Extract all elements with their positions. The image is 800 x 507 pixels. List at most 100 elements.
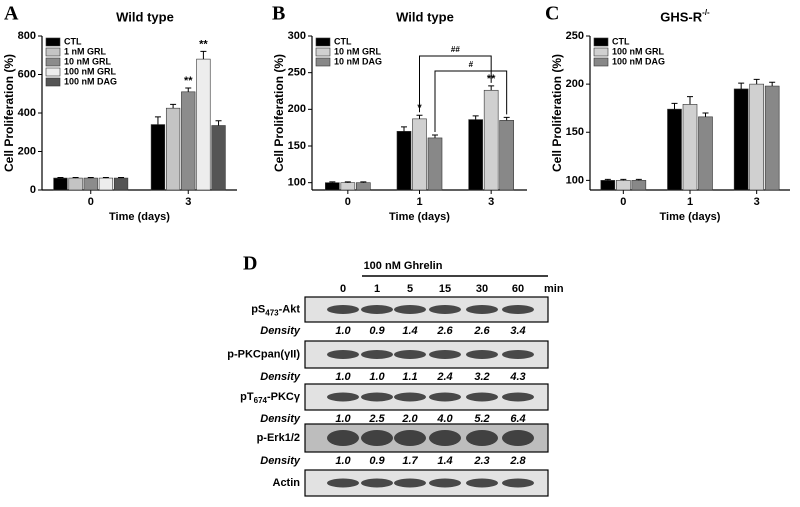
x-tick-label: 0 bbox=[88, 196, 94, 208]
blot-band bbox=[429, 478, 461, 488]
bar bbox=[340, 182, 356, 191]
blot-band bbox=[429, 350, 461, 359]
density-label: Density bbox=[260, 413, 301, 425]
x-tick-label: 3 bbox=[488, 196, 494, 208]
error-bar bbox=[488, 85, 495, 91]
y-tick-label: 250 bbox=[566, 30, 584, 42]
error-bar bbox=[604, 178, 611, 181]
density-value: 1.7 bbox=[402, 455, 418, 467]
density-value: 2.8 bbox=[509, 455, 526, 467]
chart-title: Wild type bbox=[396, 9, 454, 24]
error-bar bbox=[620, 178, 627, 181]
bar bbox=[733, 88, 749, 191]
blot-band bbox=[394, 350, 426, 359]
y-axis-label: Cell Proliferation (%) bbox=[2, 54, 16, 172]
density-value: 3.4 bbox=[510, 325, 525, 337]
x-axis-label: Time (days) bbox=[109, 211, 170, 223]
row-label: pS473-Akt bbox=[251, 303, 300, 317]
bar bbox=[427, 137, 443, 191]
x-tick-label: 0 bbox=[345, 196, 351, 208]
blot-band bbox=[394, 305, 426, 314]
title-superscript: -/- bbox=[702, 8, 710, 17]
bar bbox=[631, 180, 647, 191]
density-label: Density bbox=[260, 325, 301, 337]
error-bar bbox=[215, 120, 222, 126]
blot-band bbox=[429, 305, 461, 314]
bar bbox=[682, 104, 698, 191]
density-value: 1.4 bbox=[402, 325, 417, 337]
legend-label: 1 nM GRL bbox=[64, 46, 107, 56]
density-value: 2.6 bbox=[436, 325, 453, 337]
density-value: 2.6 bbox=[473, 325, 490, 337]
blot-band bbox=[327, 350, 359, 359]
blot-band bbox=[327, 392, 359, 402]
error-bar bbox=[401, 126, 407, 132]
bar bbox=[600, 180, 616, 191]
blot-band bbox=[394, 392, 426, 402]
bar bbox=[83, 177, 98, 191]
y-tick-label: 600 bbox=[18, 68, 36, 80]
blot-band bbox=[361, 478, 393, 488]
legend-label: 100 nM GRL bbox=[64, 66, 117, 76]
blot-band bbox=[429, 392, 461, 402]
y-tick-label: 100 bbox=[288, 177, 306, 189]
bar bbox=[667, 108, 682, 191]
blot-band bbox=[394, 478, 426, 488]
bar bbox=[749, 83, 764, 191]
error-bar bbox=[57, 176, 64, 179]
legend-swatch bbox=[593, 57, 609, 67]
legend-label: 100 nM DAG bbox=[612, 56, 665, 66]
density-value: 1.4 bbox=[437, 455, 452, 467]
y-tick-label: 200 bbox=[566, 78, 584, 90]
blot-band bbox=[502, 430, 534, 446]
error-bar bbox=[154, 116, 161, 125]
error-bar bbox=[200, 50, 207, 60]
bar bbox=[165, 107, 181, 191]
density-value: 0.9 bbox=[369, 455, 385, 467]
blot-band bbox=[466, 392, 498, 402]
bar bbox=[113, 177, 129, 191]
legend-swatch bbox=[593, 47, 609, 57]
bar bbox=[764, 85, 780, 191]
y-tick-label: 150 bbox=[566, 126, 584, 138]
error-bar bbox=[635, 178, 642, 181]
error-bar bbox=[102, 176, 109, 179]
row-label-suffix: -Akt bbox=[279, 303, 301, 315]
legend-label: 100 nM DAG bbox=[64, 76, 117, 86]
blot-band bbox=[327, 305, 359, 314]
bar bbox=[68, 177, 83, 191]
legend-swatch bbox=[45, 67, 61, 77]
chart-title: GHS-R-/- bbox=[660, 8, 710, 24]
x-tick-label: 3 bbox=[754, 196, 760, 208]
row-label-suffix: -PKCγ bbox=[267, 391, 301, 403]
bar bbox=[412, 118, 427, 191]
legend-swatch bbox=[45, 47, 61, 57]
bracket-label: # bbox=[469, 60, 474, 69]
blot-band bbox=[466, 430, 498, 446]
bar bbox=[499, 120, 514, 191]
bracket-label: ## bbox=[451, 45, 460, 54]
density-value: 2.0 bbox=[401, 413, 418, 425]
density-value: 5.2 bbox=[474, 413, 489, 425]
error-bar bbox=[185, 87, 192, 92]
panel-label: C bbox=[545, 3, 559, 25]
bracket bbox=[419, 55, 492, 113]
legend-label: 10 nM DAG bbox=[334, 56, 382, 66]
error-bar bbox=[738, 82, 745, 89]
row-label: p-Erk1/2 bbox=[257, 432, 300, 444]
x-tick-label: 3 bbox=[185, 196, 191, 208]
bar bbox=[325, 182, 340, 191]
error-bar bbox=[72, 176, 79, 179]
density-value: 1.0 bbox=[335, 413, 351, 425]
x-tick-label: 1 bbox=[416, 196, 422, 208]
bar bbox=[468, 119, 483, 191]
legend-swatch bbox=[593, 37, 609, 47]
error-bar bbox=[329, 181, 336, 183]
legend-label: 10 nM GRL bbox=[334, 46, 382, 56]
bar bbox=[196, 58, 211, 191]
density-label: Density bbox=[260, 371, 301, 383]
treatment-label: 100 nM Ghrelin bbox=[364, 260, 443, 272]
bar bbox=[698, 116, 713, 191]
density-value: 3.2 bbox=[474, 371, 489, 383]
row-label: p-PKCpan(γII) bbox=[227, 348, 300, 360]
